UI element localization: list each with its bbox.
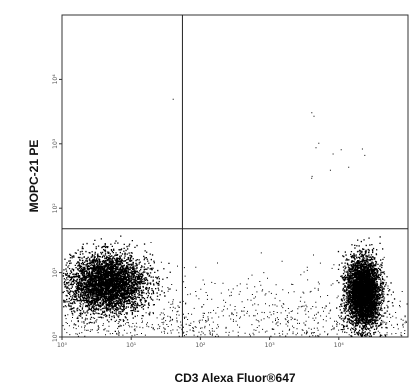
y-axis-title: MOPC-21 PE [27,140,41,213]
events-layer [62,98,408,338]
y-tick-label: 10³ [52,138,59,149]
x-tick-label: 10² [195,342,206,349]
x-tick-label: 10⁴ [334,342,345,349]
x-tick-label: 10⁰ [57,342,68,349]
x-axis-title: CD3 Alexa Fluor®647 [174,371,295,385]
y-tick-label: 10⁴ [52,74,59,85]
x-tick-label: 10¹ [126,342,137,349]
x-axis-ticks: 10⁰ 10¹ 10² 10³ 10⁴ [57,337,344,349]
y-tick-label: 10² [52,203,59,214]
y-tick-label: 10¹ [52,267,59,278]
plot-frame [61,14,409,338]
x-tick-label: 10³ [265,342,276,349]
y-axis-ticks: 10⁰ 10¹ 10² 10³ 10⁴ [52,74,62,342]
y-tick-label: 10⁰ [52,331,59,342]
event-dots [62,98,408,338]
